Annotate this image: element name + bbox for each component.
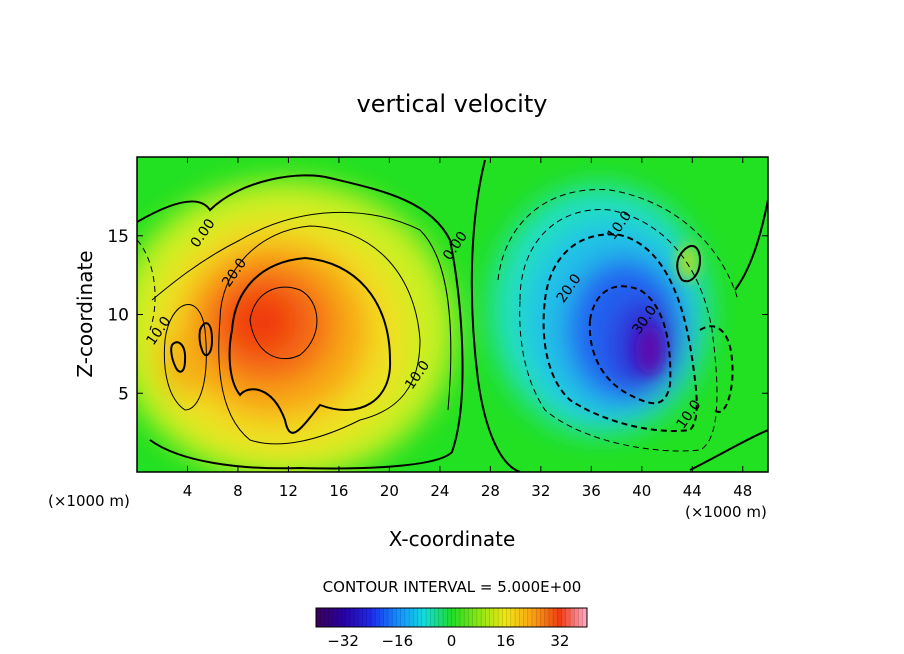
x-tick-label: 20 xyxy=(380,482,399,500)
colorbar-cell xyxy=(481,608,486,627)
colorbar-cell xyxy=(515,608,520,627)
x-tick-label: 24 xyxy=(430,482,449,500)
colorbar-cell xyxy=(362,608,368,627)
x-axis-label: X-coordinate xyxy=(389,527,516,551)
x-tick-label: 16 xyxy=(329,482,348,500)
x-unit-right: (×1000 m) xyxy=(685,503,767,521)
x-tick-label: 32 xyxy=(531,482,550,500)
colorbar-cell xyxy=(536,608,541,627)
colorbar-cell xyxy=(328,608,334,627)
colorbar-cell xyxy=(519,608,524,627)
colorbar-cell xyxy=(404,608,410,627)
colorbar-cell xyxy=(426,608,431,627)
colorbar-cell xyxy=(561,608,567,627)
colorbar-cell xyxy=(459,608,465,627)
y-tick-label: 10 xyxy=(107,306,129,326)
contour-interval-text: CONTOUR INTERVAL = 5.000E+00 xyxy=(323,578,582,596)
y-tick-label: 15 xyxy=(107,227,129,247)
colorbar-cell xyxy=(527,608,533,627)
colorbar: −32 −16 0 16 32 xyxy=(315,607,588,650)
colorbar-cell xyxy=(544,608,550,627)
x-tick-label: 4 xyxy=(183,482,193,500)
colorbar-cell xyxy=(341,608,347,627)
colorbar-cell xyxy=(375,608,381,627)
colorbar-cell xyxy=(337,608,342,627)
colorbar-frame xyxy=(315,607,588,628)
colorbar-cell xyxy=(464,608,469,627)
colorbar-cell xyxy=(506,608,512,627)
colorbar-tick-label: 32 xyxy=(550,632,569,650)
colorbar-cell xyxy=(455,608,461,627)
colorbar-cell xyxy=(421,608,427,627)
colorbar-cell xyxy=(417,608,423,627)
colorbar-tick-label: 0 xyxy=(447,632,457,650)
colorbar-cell xyxy=(443,608,448,627)
colorbar-cell xyxy=(345,608,351,627)
colorbar-cell xyxy=(451,608,457,627)
colorbar-cell xyxy=(379,608,385,627)
y-axis-label: Z-coordinate xyxy=(73,250,97,377)
colorbar-cell xyxy=(476,608,482,627)
colorbar-cell xyxy=(510,608,516,627)
colorbar-cell xyxy=(574,608,580,627)
x-tick-label: 28 xyxy=(481,482,500,500)
colorbar-cell xyxy=(366,608,372,627)
colorbar-cell xyxy=(531,608,537,627)
colorbar-cell xyxy=(320,608,325,627)
colorbar-cell xyxy=(358,608,364,627)
colorbar-cell xyxy=(523,608,529,627)
colorbar-cell xyxy=(557,608,563,627)
colorbar-cell xyxy=(582,608,588,627)
x-tick-label: 40 xyxy=(632,482,651,500)
colorbar-tick-label: 16 xyxy=(496,632,515,650)
colorbar-cell xyxy=(468,608,474,627)
colorbar-cell xyxy=(316,608,321,627)
colorbar-cell xyxy=(387,608,393,627)
x-unit-left: (×1000 m) xyxy=(48,492,130,510)
colorbar-cell xyxy=(383,608,389,627)
x-tick-label: 44 xyxy=(683,482,702,500)
colorbar-cell xyxy=(489,608,495,627)
colorbar-cell xyxy=(409,608,414,627)
x-tick-label: 12 xyxy=(279,482,298,500)
colorbar-cell xyxy=(502,608,508,627)
colorbar-cell xyxy=(570,608,575,627)
colorbar-cell xyxy=(438,608,444,627)
colorbar-cell xyxy=(400,608,406,627)
colorbar-cell xyxy=(548,608,554,627)
x-tick-label: 8 xyxy=(233,482,243,500)
colorbar-cell xyxy=(540,608,546,627)
colorbar-cell xyxy=(371,608,376,627)
colorbar-cell xyxy=(349,608,355,627)
colorbar-cell xyxy=(447,608,452,627)
colorbar-cell xyxy=(332,608,338,627)
colorbar-cell xyxy=(396,608,402,627)
colorbar-cell xyxy=(493,608,499,627)
colorbar-cell xyxy=(565,608,571,627)
colorbar-tick-label: −16 xyxy=(381,632,413,650)
colorbar-cell xyxy=(430,608,436,627)
colorbar-tick-label: −32 xyxy=(327,632,359,650)
colorbar-cell xyxy=(392,608,397,627)
colorbar-cell xyxy=(324,608,330,627)
colorbar-cell xyxy=(354,608,359,627)
colorbar-cell xyxy=(472,608,478,627)
colorbar-cell xyxy=(413,608,419,627)
colorbar-cell xyxy=(553,608,558,627)
y-tick-label: 5 xyxy=(118,384,129,404)
colorbar-cell xyxy=(578,608,584,627)
colorbar-cell xyxy=(498,608,503,627)
x-tick-label: 48 xyxy=(733,482,752,500)
chart-title: vertical velocity xyxy=(357,90,548,118)
x-axis-ticks: 4 8 12 16 20 24 28 32 36 40 44 48 xyxy=(183,157,752,500)
colorbar-cell xyxy=(434,608,440,627)
y-axis-ticks: 5 10 15 xyxy=(107,227,768,404)
contour-lines xyxy=(137,159,768,472)
x-tick-label: 36 xyxy=(582,482,601,500)
colorbar-cell xyxy=(485,608,491,627)
